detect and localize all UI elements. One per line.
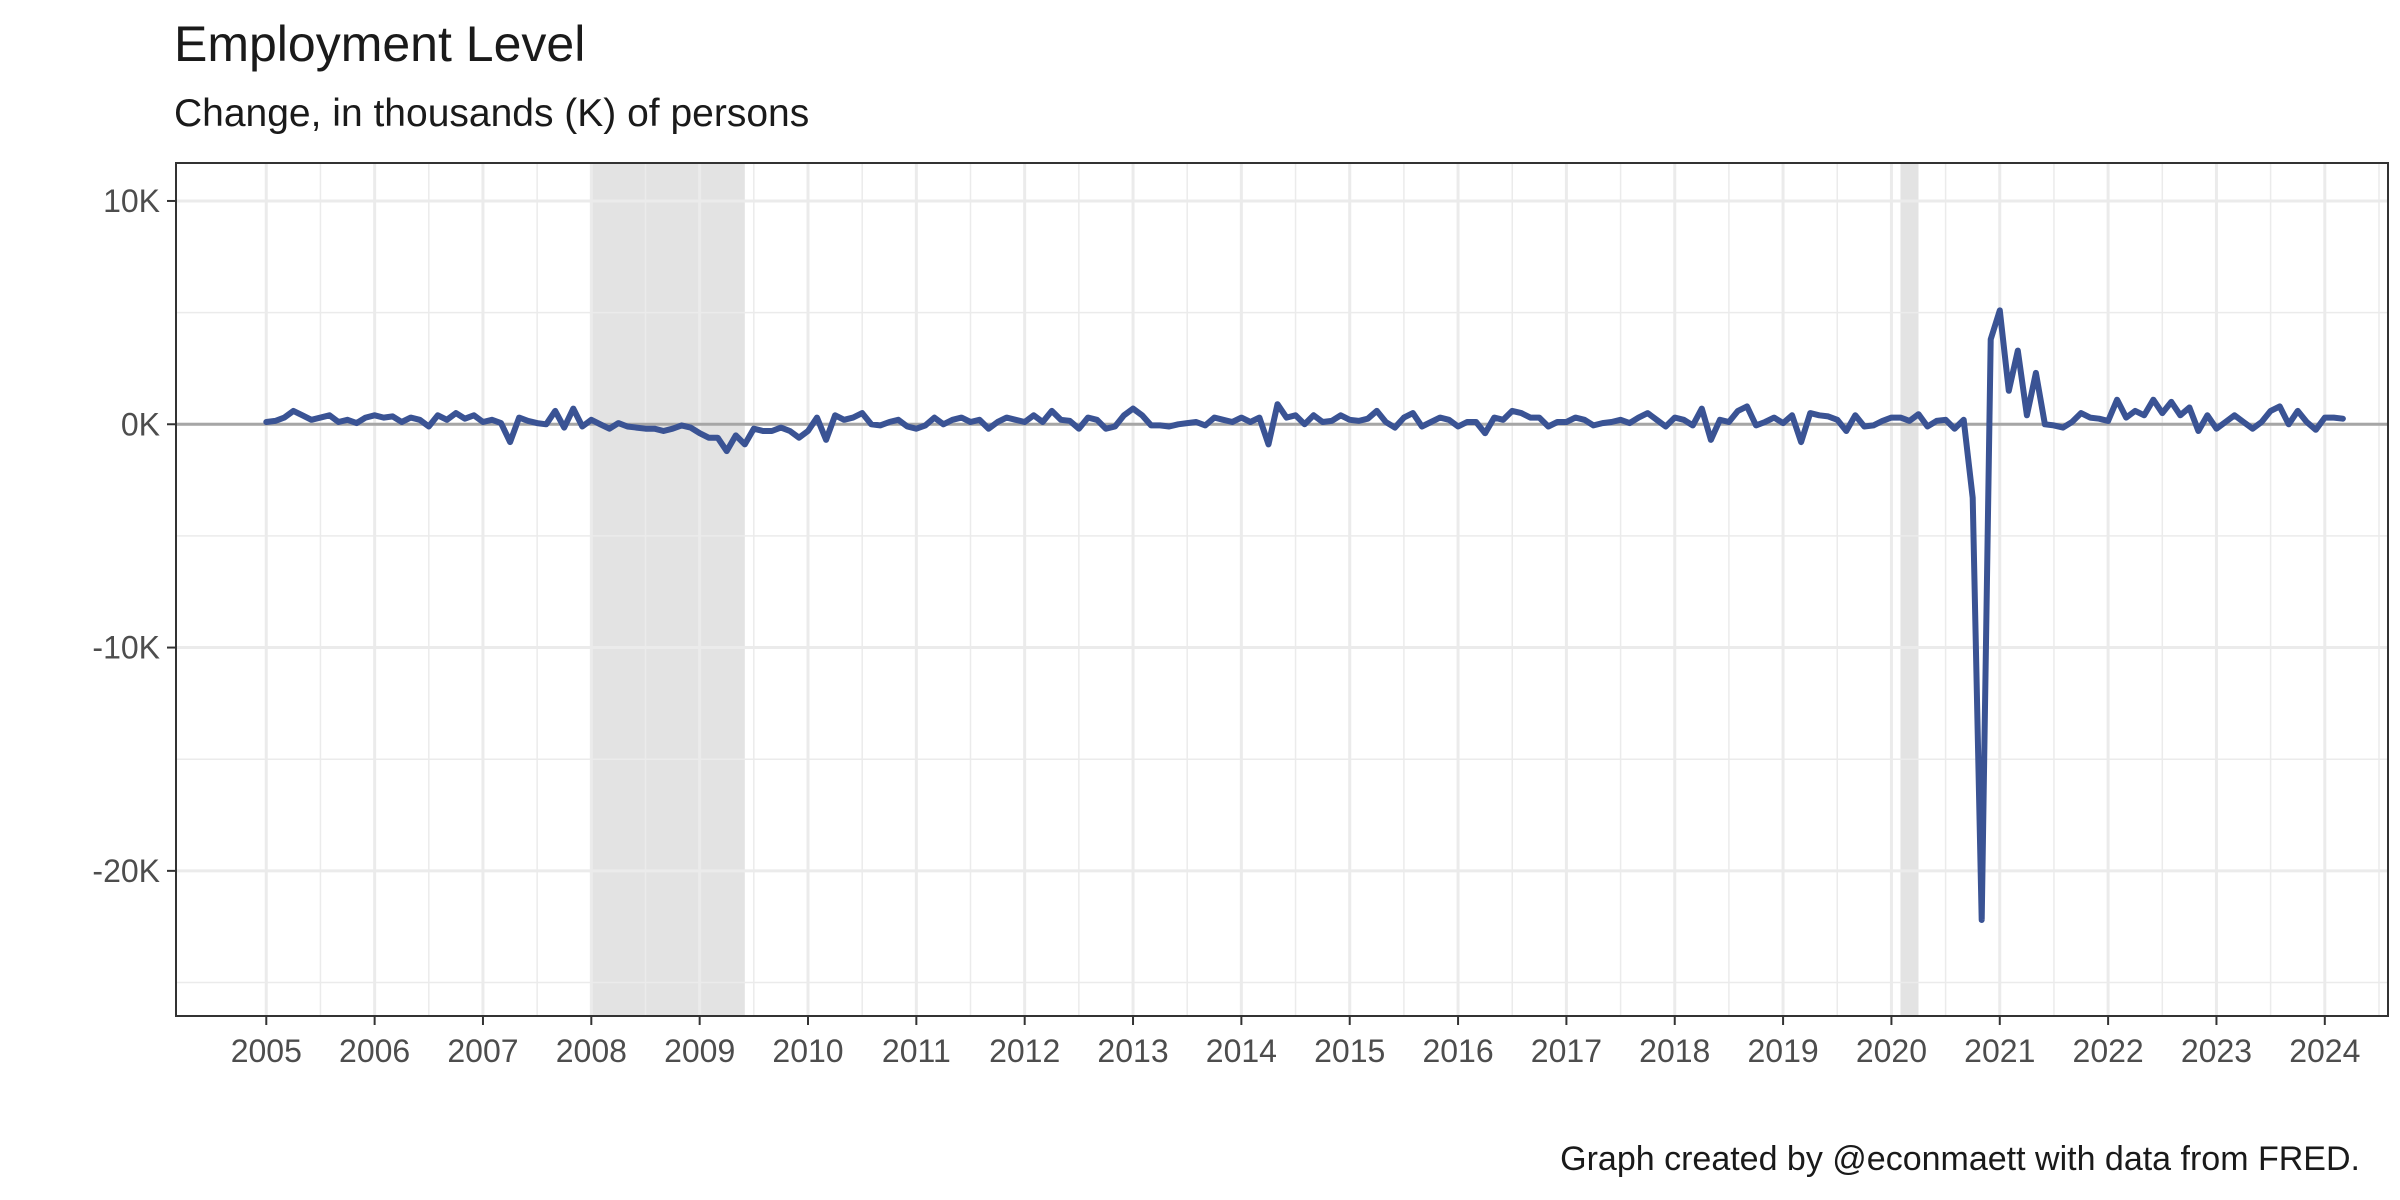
y-tick-label: -10K [92,630,160,666]
recession-band-1 [591,163,745,1016]
x-tick-label: 2015 [1314,1033,1385,1069]
chart-subtitle: Change, in thousands (K) of persons [174,92,810,135]
x-tick-label: 2018 [1639,1033,1710,1069]
x-tick-label: 2013 [1097,1033,1168,1069]
x-tick-label: 2010 [772,1033,843,1069]
x-tick-label: 2011 [882,1033,951,1069]
x-tick-label: 2024 [2289,1033,2360,1069]
x-tick-label: 2021 [1964,1033,2035,1069]
x-tick-label: 2006 [339,1033,410,1069]
x-tick-label: 2019 [1747,1033,1818,1069]
x-tick-label: 2020 [1856,1033,1927,1069]
x-tick-label: 2016 [1422,1033,1493,1069]
x-tick-label: 2023 [2181,1033,2252,1069]
x-tick-label: 2022 [2073,1033,2144,1069]
axes: 10K 0K -10K -20K 2005 2006 2007 2008 2009 2010 201… [92,183,2360,1069]
recession-bands [591,163,1919,1016]
grid-lines [176,163,2388,1016]
series-group [263,307,2346,923]
chart-caption: Graph created by @econmaett with data fr… [1560,1140,2360,1178]
x-tick-label: 2007 [447,1033,518,1069]
x-tick-label: 2009 [664,1033,735,1069]
series-line-1 [263,307,2346,923]
x-tick-label: 2017 [1531,1033,1602,1069]
y-tick-label: 10K [103,183,160,219]
x-tick-label: 2008 [556,1033,627,1069]
recession-band-2 [1900,163,1919,1016]
x-tick-label: 2012 [989,1033,1060,1069]
x-tick-label: 2005 [231,1033,302,1069]
chart-title: Employment Level [174,16,586,72]
y-tick-label: 0K [121,406,160,442]
x-tick-label: 2014 [1206,1033,1277,1069]
y-tick-label: -20K [92,853,160,889]
plot-panel-border [175,162,2389,1017]
